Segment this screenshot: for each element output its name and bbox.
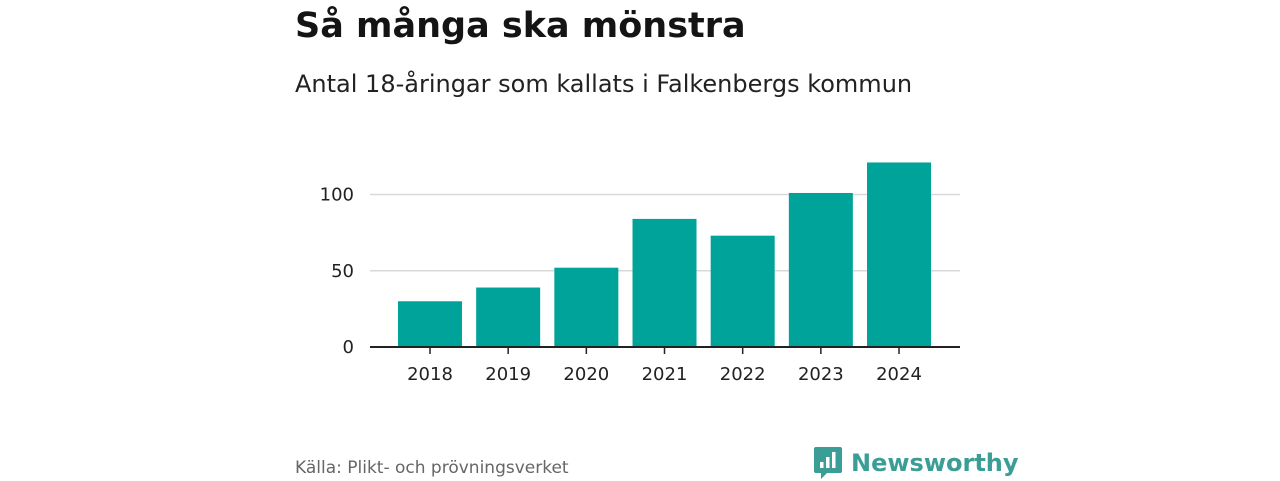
y-tick-label: 50 <box>331 261 354 282</box>
x-tick-label: 2024 <box>876 364 922 385</box>
bar <box>632 218 697 347</box>
x-tick-label: 2022 <box>720 364 766 385</box>
x-tick-label: 2021 <box>642 364 688 385</box>
bar <box>788 192 853 347</box>
bar <box>476 287 541 347</box>
brand-name: Newsworthy <box>851 449 1019 477</box>
bar <box>554 267 619 347</box>
x-tick-label: 2018 <box>407 364 453 385</box>
bar <box>867 162 932 347</box>
chart-title: Så många ska mönstra <box>295 6 746 46</box>
x-tick-label: 2019 <box>485 364 531 385</box>
newsworthy-logo-icon <box>814 447 842 479</box>
chart-subtitle: Antal 18-åringar som kallats i Falkenber… <box>295 70 913 98</box>
y-tick-label: 100 <box>320 185 354 206</box>
bar <box>398 301 462 347</box>
x-tick-label: 2020 <box>563 364 609 385</box>
brand-logo: Newsworthy <box>813 445 1019 481</box>
bar <box>710 235 775 347</box>
x-tick-label: 2023 <box>798 364 844 385</box>
y-tick-label: 0 <box>343 337 354 358</box>
source-note: Källa: Plikt- och prövningsverket <box>295 458 569 478</box>
bar-chart: 0 50 100 2018 2019 2020 2021 2022 2023 2024 <box>320 162 960 385</box>
